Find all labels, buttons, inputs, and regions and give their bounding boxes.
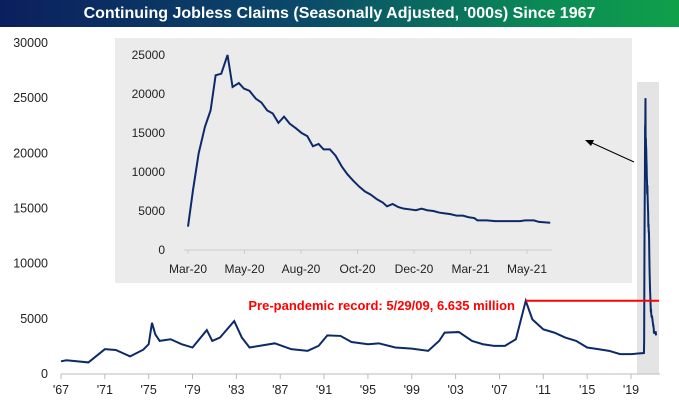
inset-x-tick-label: Mar-21 bbox=[451, 262, 489, 276]
x-tick-label: '03 bbox=[447, 383, 463, 397]
y-tick-label: 0 bbox=[41, 367, 48, 381]
inset-x-tick-label: Mar-20 bbox=[169, 262, 207, 276]
inset-x-tick-label: Oct-20 bbox=[339, 262, 375, 276]
y-tick-label: 15000 bbox=[13, 202, 48, 216]
inset-x-tick-label: Dec-20 bbox=[395, 262, 434, 276]
x-tick-label: '91 bbox=[316, 383, 332, 397]
inset-y-tick-label: 25000 bbox=[132, 48, 166, 62]
inset-y-tick-label: 5000 bbox=[138, 204, 165, 218]
chart-title: Continuing Jobless Claims (Seasonally Ad… bbox=[0, 0, 679, 27]
arrow-head-icon bbox=[585, 140, 594, 146]
x-tick-label: '79 bbox=[184, 383, 200, 397]
x-tick-label: '71 bbox=[97, 383, 113, 397]
y-tick-label: 10000 bbox=[13, 257, 48, 271]
inset-background bbox=[115, 38, 632, 283]
y-tick-label: 30000 bbox=[13, 36, 48, 50]
x-tick-label: '19 bbox=[623, 383, 639, 397]
x-tick-label: '07 bbox=[491, 383, 507, 397]
x-tick-label: '87 bbox=[272, 383, 288, 397]
main-series-line bbox=[60, 98, 658, 364]
inset-y-tick-label: 0 bbox=[158, 243, 165, 257]
x-tick-label: '95 bbox=[360, 383, 376, 397]
inset-y-tick-label: 10000 bbox=[132, 165, 166, 179]
inset-series-line bbox=[187, 54, 551, 227]
inset-y-tick-label: 20000 bbox=[132, 87, 166, 101]
x-tick-label: '67 bbox=[53, 383, 69, 397]
x-tick-label: '99 bbox=[404, 383, 420, 397]
y-tick-label: 5000 bbox=[20, 312, 48, 326]
arrow-line bbox=[589, 141, 635, 163]
x-tick-label: '83 bbox=[228, 383, 244, 397]
y-tick-label: 20000 bbox=[13, 146, 48, 160]
inset-x-tick-label: Aug-20 bbox=[282, 262, 321, 276]
annotation-label: Pre-pandemic record: 5/29/09, 6.635 mill… bbox=[248, 298, 515, 313]
inset-y-tick-label: 15000 bbox=[132, 126, 166, 140]
inset-x-tick-label: May-20 bbox=[224, 262, 264, 276]
x-tick-label: '15 bbox=[579, 383, 595, 397]
y-tick-label: 25000 bbox=[13, 91, 48, 105]
x-tick-label: '75 bbox=[141, 383, 157, 397]
inset-x-tick-label: May-21 bbox=[507, 262, 547, 276]
x-tick-label: '11 bbox=[536, 383, 551, 397]
